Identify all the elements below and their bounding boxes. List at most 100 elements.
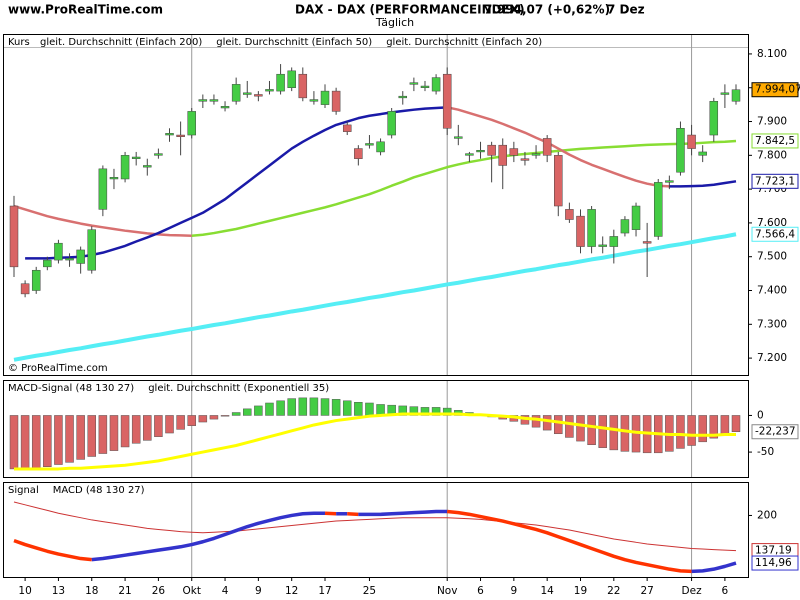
histogram-bar: [709, 415, 719, 439]
candle-body: [231, 84, 241, 102]
x-tick-label: 4: [222, 585, 229, 597]
line: [91, 511, 326, 562]
histogram-bar: [31, 415, 41, 469]
histogram-bar: [687, 415, 696, 446]
y-tick-label: 7.500: [757, 251, 787, 263]
candle-body: [587, 209, 596, 247]
histogram-bar: [176, 415, 185, 430]
candle-body: [509, 148, 519, 156]
histogram-bar: [143, 415, 152, 441]
legend-item: gleit. Durchschnitt (Einfach 200): [40, 37, 202, 48]
candle-body: [298, 73, 308, 99]
candle-body: [531, 153, 541, 156]
candle-body: [9, 205, 19, 268]
line: [191, 139, 737, 237]
histogram-bar: [243, 408, 252, 416]
histogram-bar: [198, 415, 208, 423]
histogram-bar: [276, 400, 285, 416]
histogram-bar: [165, 415, 174, 434]
line: [13, 501, 737, 552]
watermark: www.ProRealTime.com: [8, 3, 163, 17]
x-tick-label: 10: [18, 585, 31, 597]
candle-body: [31, 269, 41, 291]
line: [13, 232, 737, 362]
x-tick-label: 26: [152, 585, 166, 597]
histogram-bar: [109, 415, 119, 451]
candle-body: [398, 95, 408, 99]
histogram-bar: [187, 415, 196, 426]
histogram-bar: [531, 415, 541, 428]
last-value-label: 7.842,5: [755, 135, 795, 147]
candle-body: [243, 92, 252, 95]
y-tick-label: 7.900: [757, 116, 787, 128]
candle-body: [98, 168, 108, 210]
candle-body: [20, 283, 30, 295]
candle-body: [609, 236, 619, 247]
histogram-bar: [587, 415, 596, 446]
line: [13, 204, 192, 238]
candle-body: [187, 111, 196, 136]
candle-body: [165, 133, 174, 136]
line: [446, 106, 670, 188]
candle-body: [465, 153, 474, 156]
x-tick-label: 12: [285, 585, 298, 597]
histogram-bar: [220, 415, 230, 417]
legend-item: gleit. Durchschnitt (Einfach 20): [386, 37, 542, 48]
histogram-bar: [65, 415, 74, 463]
y-tick-label: 7.800: [757, 149, 787, 161]
y-tick-label: -50: [757, 446, 774, 458]
histogram-bar: [309, 397, 319, 416]
histogram-bar: [265, 402, 274, 416]
last-value-box: [751, 173, 799, 189]
candle-body: [709, 100, 719, 136]
candle-body: [309, 99, 319, 102]
candle-body: [65, 258, 74, 261]
candle-body: [565, 209, 574, 220]
panel-label: Kurs: [8, 37, 30, 48]
x-tick-label: 17: [318, 585, 331, 597]
histogram-bar: [720, 415, 730, 436]
histogram-bar: [20, 415, 30, 470]
histogram-bar: [609, 415, 619, 451]
x-tick-label: 19: [574, 585, 587, 597]
candle-body: [731, 89, 741, 102]
candle-body: [154, 153, 163, 156]
x-tick-label: 25: [363, 585, 376, 597]
candle-body: [487, 144, 496, 156]
y-tick-label: 7.600: [757, 217, 787, 229]
last-value-label: 7.566,4: [755, 228, 795, 240]
legend-item: MACD-Signal (48 130 27): [8, 383, 134, 394]
last-value-label: 114,96: [755, 557, 792, 569]
histogram-bar: [209, 415, 219, 420]
histogram-bar: [120, 415, 130, 448]
x-tick-label: Dez: [682, 585, 703, 597]
histogram-bar: [9, 415, 19, 470]
histogram-bar: [98, 415, 108, 454]
candle-body: [454, 136, 463, 139]
macd-panel: [3, 482, 749, 578]
y-tick-label: 200: [757, 509, 777, 521]
candle-body: [287, 70, 296, 88]
x-tick-label: 21: [118, 585, 131, 597]
candle-body: [420, 85, 430, 88]
histogram-bar: [342, 400, 352, 416]
legend-item: Signal: [8, 485, 39, 496]
histogram-bar: [354, 402, 363, 416]
last-value-box: [751, 133, 799, 149]
last-value-box: [751, 424, 799, 440]
histogram-bar: [620, 415, 630, 452]
candle-body: [254, 94, 263, 97]
line: [358, 509, 448, 517]
last-value-label: 7.994,07: [755, 84, 800, 96]
copyright: © ProRealTime.com: [8, 363, 108, 374]
candle-body: [209, 99, 219, 102]
histogram-bar: [54, 415, 63, 465]
x-tick-label: Okt: [182, 585, 200, 597]
y-tick-label: 0: [757, 409, 764, 421]
candle-body: [354, 148, 363, 159]
histogram-bar: [320, 398, 330, 416]
line: [669, 180, 737, 188]
candle-body: [620, 219, 630, 234]
legend-item: gleit. Durchschnitt (Einfach 50): [216, 37, 372, 48]
candle-body: [598, 244, 607, 247]
